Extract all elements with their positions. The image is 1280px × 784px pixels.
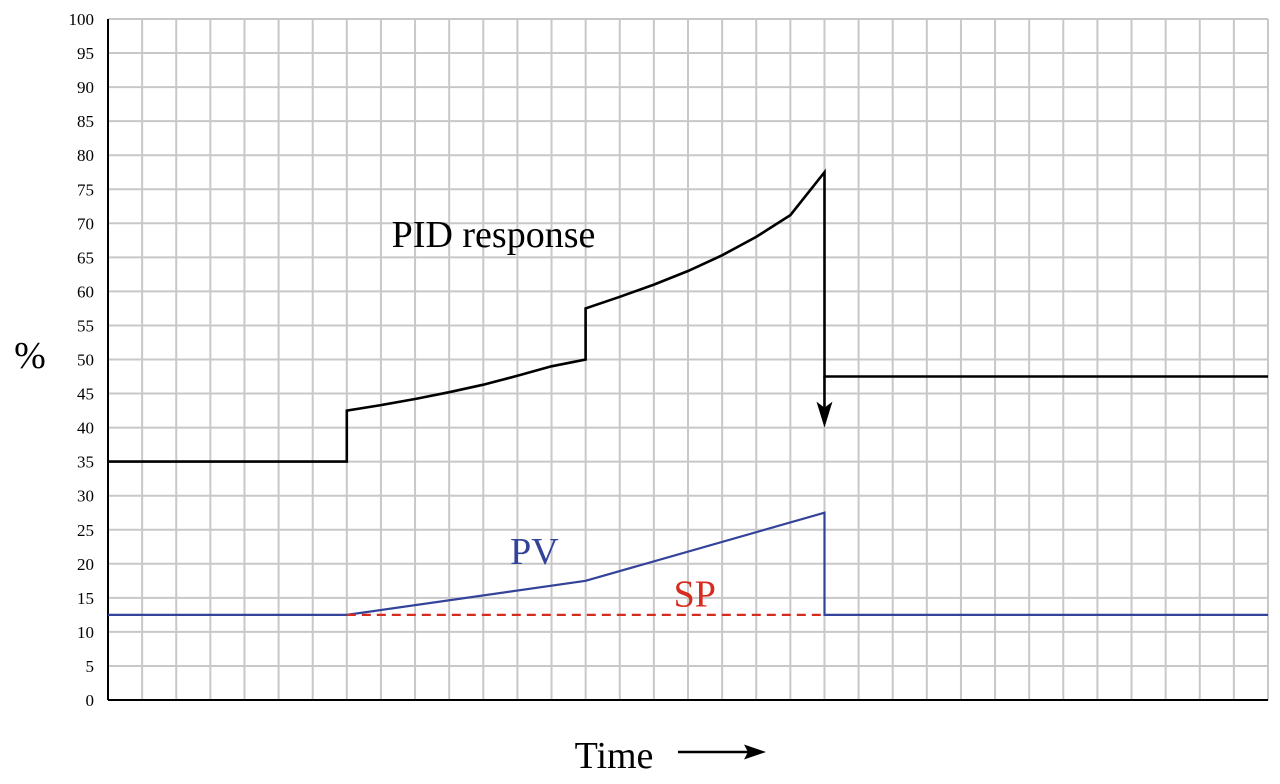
y-tick-label: 60 <box>77 282 94 301</box>
x-axis-arrow-icon <box>678 744 766 760</box>
y-tick-label: 10 <box>77 623 94 642</box>
annotation-pid-response: PID response <box>392 214 596 256</box>
annotation-sp: SP <box>674 574 716 616</box>
x-axis-label: Time <box>575 735 654 777</box>
y-tick-label: 0 <box>86 691 95 710</box>
y-tick-label: 55 <box>77 316 94 335</box>
series-line-pv <box>108 511 1268 617</box>
y-tick-label: 50 <box>77 351 94 370</box>
y-tick-label: 20 <box>77 555 94 574</box>
y-tick-label: 95 <box>77 44 94 63</box>
y-tick-label: 65 <box>77 248 94 267</box>
grid <box>107 18 1269 701</box>
y-tick-label: 70 <box>77 214 94 233</box>
annotation-group: PID response PV SP <box>392 214 716 616</box>
annotation-pv: PV <box>510 531 559 573</box>
y-tick-label: 15 <box>77 589 94 608</box>
y-tick-label: 5 <box>86 657 95 676</box>
y-axis-label: % <box>14 335 46 377</box>
y-tick-label: 75 <box>77 180 94 199</box>
y-tick-label: 80 <box>77 146 94 165</box>
y-tick-label: 25 <box>77 521 94 540</box>
y-tick-label: 30 <box>77 487 94 506</box>
y-tick-label: 40 <box>77 419 94 438</box>
y-tick-label: 100 <box>69 10 95 29</box>
y-tick-label: 45 <box>77 385 94 404</box>
series-group <box>108 168 1268 617</box>
y-tick-label: 85 <box>77 112 94 131</box>
y-tick-label: 35 <box>77 453 94 472</box>
pid-drop-arrow-icon <box>816 401 833 428</box>
y-tick-labels: 0 5 10 15 20 25 30 35 40 45 50 55 60 65 70 75 80 85 90 95 10… <box>69 10 95 710</box>
y-tick-label: 90 <box>77 78 94 97</box>
series-line-pid-response <box>108 168 1268 463</box>
